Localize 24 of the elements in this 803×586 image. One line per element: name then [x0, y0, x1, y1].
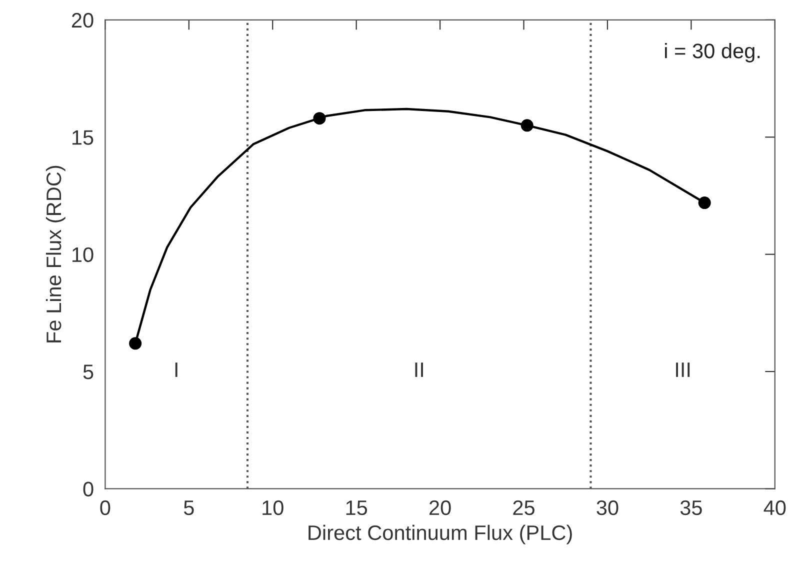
x-tick-label: 30 — [596, 500, 618, 516]
y-tick-label: 15 — [72, 130, 94, 145]
annotation: II — [415, 362, 423, 377]
point — [698, 196, 711, 210]
x-tick-label: 5 — [184, 500, 194, 516]
y-tick-label: 0 — [83, 482, 94, 496]
point — [313, 112, 326, 125]
x-tick-label: 40 — [764, 500, 786, 516]
annotation: I — [175, 362, 178, 377]
annotation: i = 30 deg. — [665, 43, 760, 62]
annotation: III — [676, 362, 690, 377]
x-tick-label: 15 — [346, 500, 368, 516]
x-tick-label: 35 — [680, 500, 702, 516]
y-tick-label: 10 — [72, 247, 94, 262]
x-tick-label: 25 — [513, 500, 534, 516]
y-tick-label: 20 — [72, 12, 94, 28]
y-tick-label: 5 — [83, 364, 94, 380]
x-axis-title: Direct Continuum Flux (PLC) — [308, 524, 572, 544]
point — [129, 337, 142, 350]
x-tick-label: 0 — [100, 500, 110, 516]
x-tick-label: 20 — [430, 500, 451, 516]
x-tick-label: 10 — [262, 500, 284, 516]
y-axis-title: Fe Line Flux (RDC) — [46, 166, 66, 342]
point — [520, 119, 534, 132]
